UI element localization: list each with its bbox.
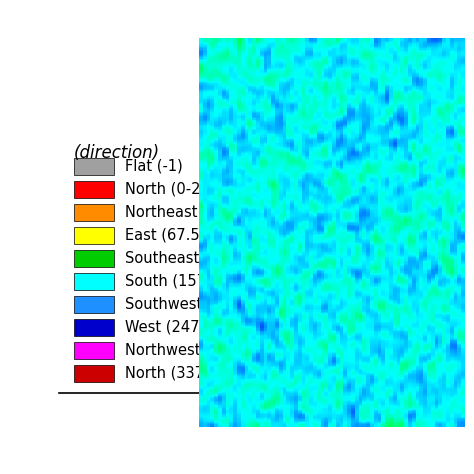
FancyBboxPatch shape [74,181,114,198]
Text: West (247.5-292.5): West (247.5-292.5) [125,320,267,335]
FancyBboxPatch shape [74,273,114,290]
Text: East (67.5-112.5): East (67.5-112.5) [125,228,253,243]
Text: North (337.5-360): North (337.5-360) [125,366,257,381]
FancyBboxPatch shape [74,158,114,175]
FancyBboxPatch shape [74,319,114,336]
Text: Southwest (202.5-247.5): Southwest (202.5-247.5) [125,297,308,312]
Text: Flat (-1): Flat (-1) [125,159,183,174]
FancyBboxPatch shape [74,342,114,359]
FancyBboxPatch shape [74,250,114,267]
FancyBboxPatch shape [74,204,114,221]
Text: Northeast (22.5-67.5): Northeast (22.5-67.5) [125,205,284,220]
Text: (c): (c) [334,82,358,100]
Text: North (0-22.5): North (0-22.5) [125,182,230,197]
Text: Southeast (112.5-157.5): Southeast (112.5-157.5) [125,251,305,266]
FancyBboxPatch shape [74,296,114,313]
FancyBboxPatch shape [74,227,114,244]
Text: (direction): (direction) [74,145,160,163]
Text: South (157.5-202.5): South (157.5-202.5) [125,274,273,289]
FancyBboxPatch shape [74,365,114,382]
Text: Northwest (292.5-337.5): Northwest (292.5-337.5) [125,343,306,358]
